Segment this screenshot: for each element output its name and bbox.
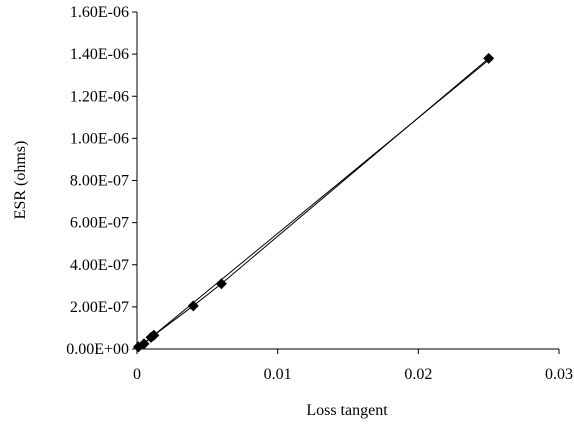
y-tick-label: 1.40E-06 bbox=[70, 46, 129, 63]
data-point-diamond bbox=[188, 300, 199, 311]
axes bbox=[137, 12, 559, 349]
ticks bbox=[132, 12, 559, 354]
x-tick-label: 0 bbox=[133, 366, 141, 383]
x-tick-label: 0.03 bbox=[545, 366, 573, 383]
y-tick-label: 0.00E+00 bbox=[66, 341, 129, 358]
y-tick-label: 8.00E-07 bbox=[70, 173, 129, 190]
x-axis-title: Loss tangent bbox=[306, 402, 388, 419]
x-tick-label: 0.02 bbox=[404, 366, 432, 383]
y-tick-label: 4.00E-07 bbox=[70, 257, 129, 274]
y-tick-label: 1.00E-06 bbox=[70, 130, 129, 147]
y-tick-label: 1.20E-06 bbox=[70, 88, 129, 105]
x-tick-label: 0.01 bbox=[264, 366, 292, 383]
y-tick-label: 1.60E-06 bbox=[70, 4, 129, 21]
y-tick-label: 2.00E-07 bbox=[70, 299, 129, 316]
labels: 0.00E+00 2.00E-07 4.00E-07 6.00E-07 8.00E-07… bbox=[66, 4, 573, 383]
y-axis-title: ESR (ohms) bbox=[12, 141, 29, 220]
y-tick-label: 6.00E-07 bbox=[70, 215, 129, 232]
